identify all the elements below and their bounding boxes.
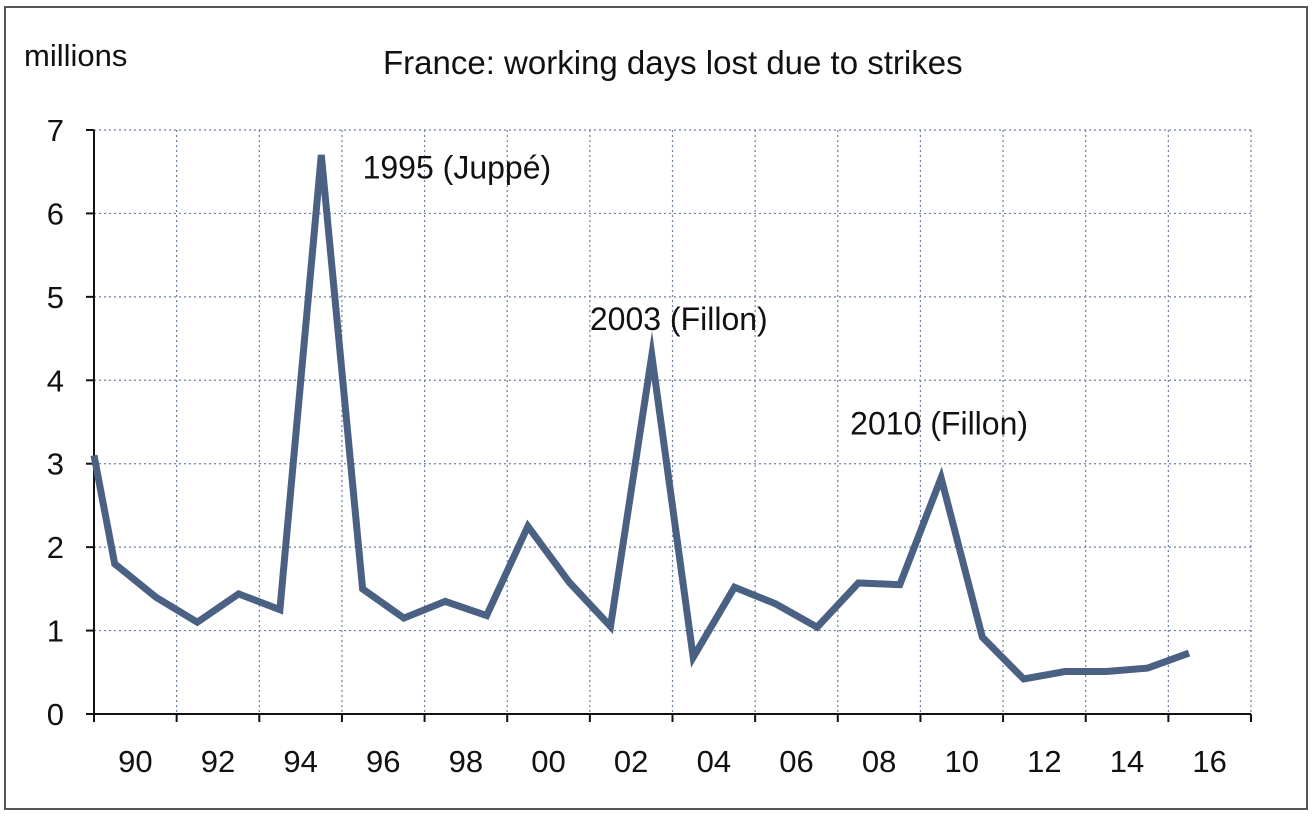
- data-point: [566, 579, 572, 585]
- x-tick-label: 02: [614, 744, 648, 779]
- y-tick-label: 2: [47, 530, 64, 565]
- data-point: [442, 598, 448, 604]
- annotation-label: 2003 (Fillon): [590, 301, 768, 337]
- y-tick-label: 4: [47, 363, 64, 398]
- data-point: [318, 152, 324, 158]
- series-line: [90, 154, 1191, 683]
- data-point: [608, 623, 614, 629]
- x-tick-label: 14: [1110, 744, 1144, 779]
- chart-title: France: working days lost due to strikes: [383, 44, 963, 81]
- data-point: [1186, 650, 1192, 656]
- data-point: [690, 654, 696, 660]
- x-tick-label: 08: [862, 744, 896, 779]
- annotation-label: 1995 (Juppé): [363, 149, 552, 185]
- data-point: [277, 607, 283, 613]
- y-tick-label: 6: [47, 196, 64, 231]
- x-tick-label: 00: [531, 744, 565, 779]
- x-tick-label: 06: [779, 744, 813, 779]
- data-point: [153, 594, 159, 600]
- data-point: [773, 601, 779, 607]
- data-point: [1103, 668, 1109, 674]
- x-tick-label: 90: [118, 744, 152, 779]
- data-point: [731, 584, 737, 590]
- data-point: [484, 613, 490, 619]
- x-tick-label: 04: [697, 744, 731, 779]
- data-point: [401, 615, 407, 621]
- x-tick-label: 98: [449, 744, 483, 779]
- data-point: [1145, 665, 1151, 671]
- y-tick-label: 3: [47, 447, 64, 482]
- data-point: [897, 582, 903, 588]
- x-tick-label: 92: [201, 744, 235, 779]
- data-point: [814, 624, 820, 630]
- x-tick-label: 96: [366, 744, 400, 779]
- x-tick-label: 16: [1192, 744, 1226, 779]
- data-point: [236, 591, 242, 597]
- x-tick-label: 12: [1027, 744, 1061, 779]
- x-tick-label: 94: [283, 744, 317, 779]
- annotation-label: 2010 (Fillon): [850, 406, 1028, 442]
- y-axis-unit-label: millions: [24, 38, 128, 73]
- data-point: [525, 523, 531, 529]
- y-tick-label: 0: [47, 697, 64, 732]
- y-tick-label: 5: [47, 280, 64, 315]
- data-point: [360, 586, 366, 592]
- data-point: [979, 634, 985, 640]
- data-point: [938, 475, 944, 481]
- y-tick-label: 7: [47, 113, 64, 148]
- data-point: [1021, 676, 1027, 682]
- x-tick-label: 10: [945, 744, 979, 779]
- data-point: [649, 352, 655, 358]
- y-tick-label: 1: [47, 614, 64, 649]
- data-point: [91, 452, 97, 458]
- data-point: [194, 619, 200, 625]
- data-point: [112, 561, 118, 567]
- data-point: [855, 580, 861, 586]
- data-point: [1062, 668, 1068, 674]
